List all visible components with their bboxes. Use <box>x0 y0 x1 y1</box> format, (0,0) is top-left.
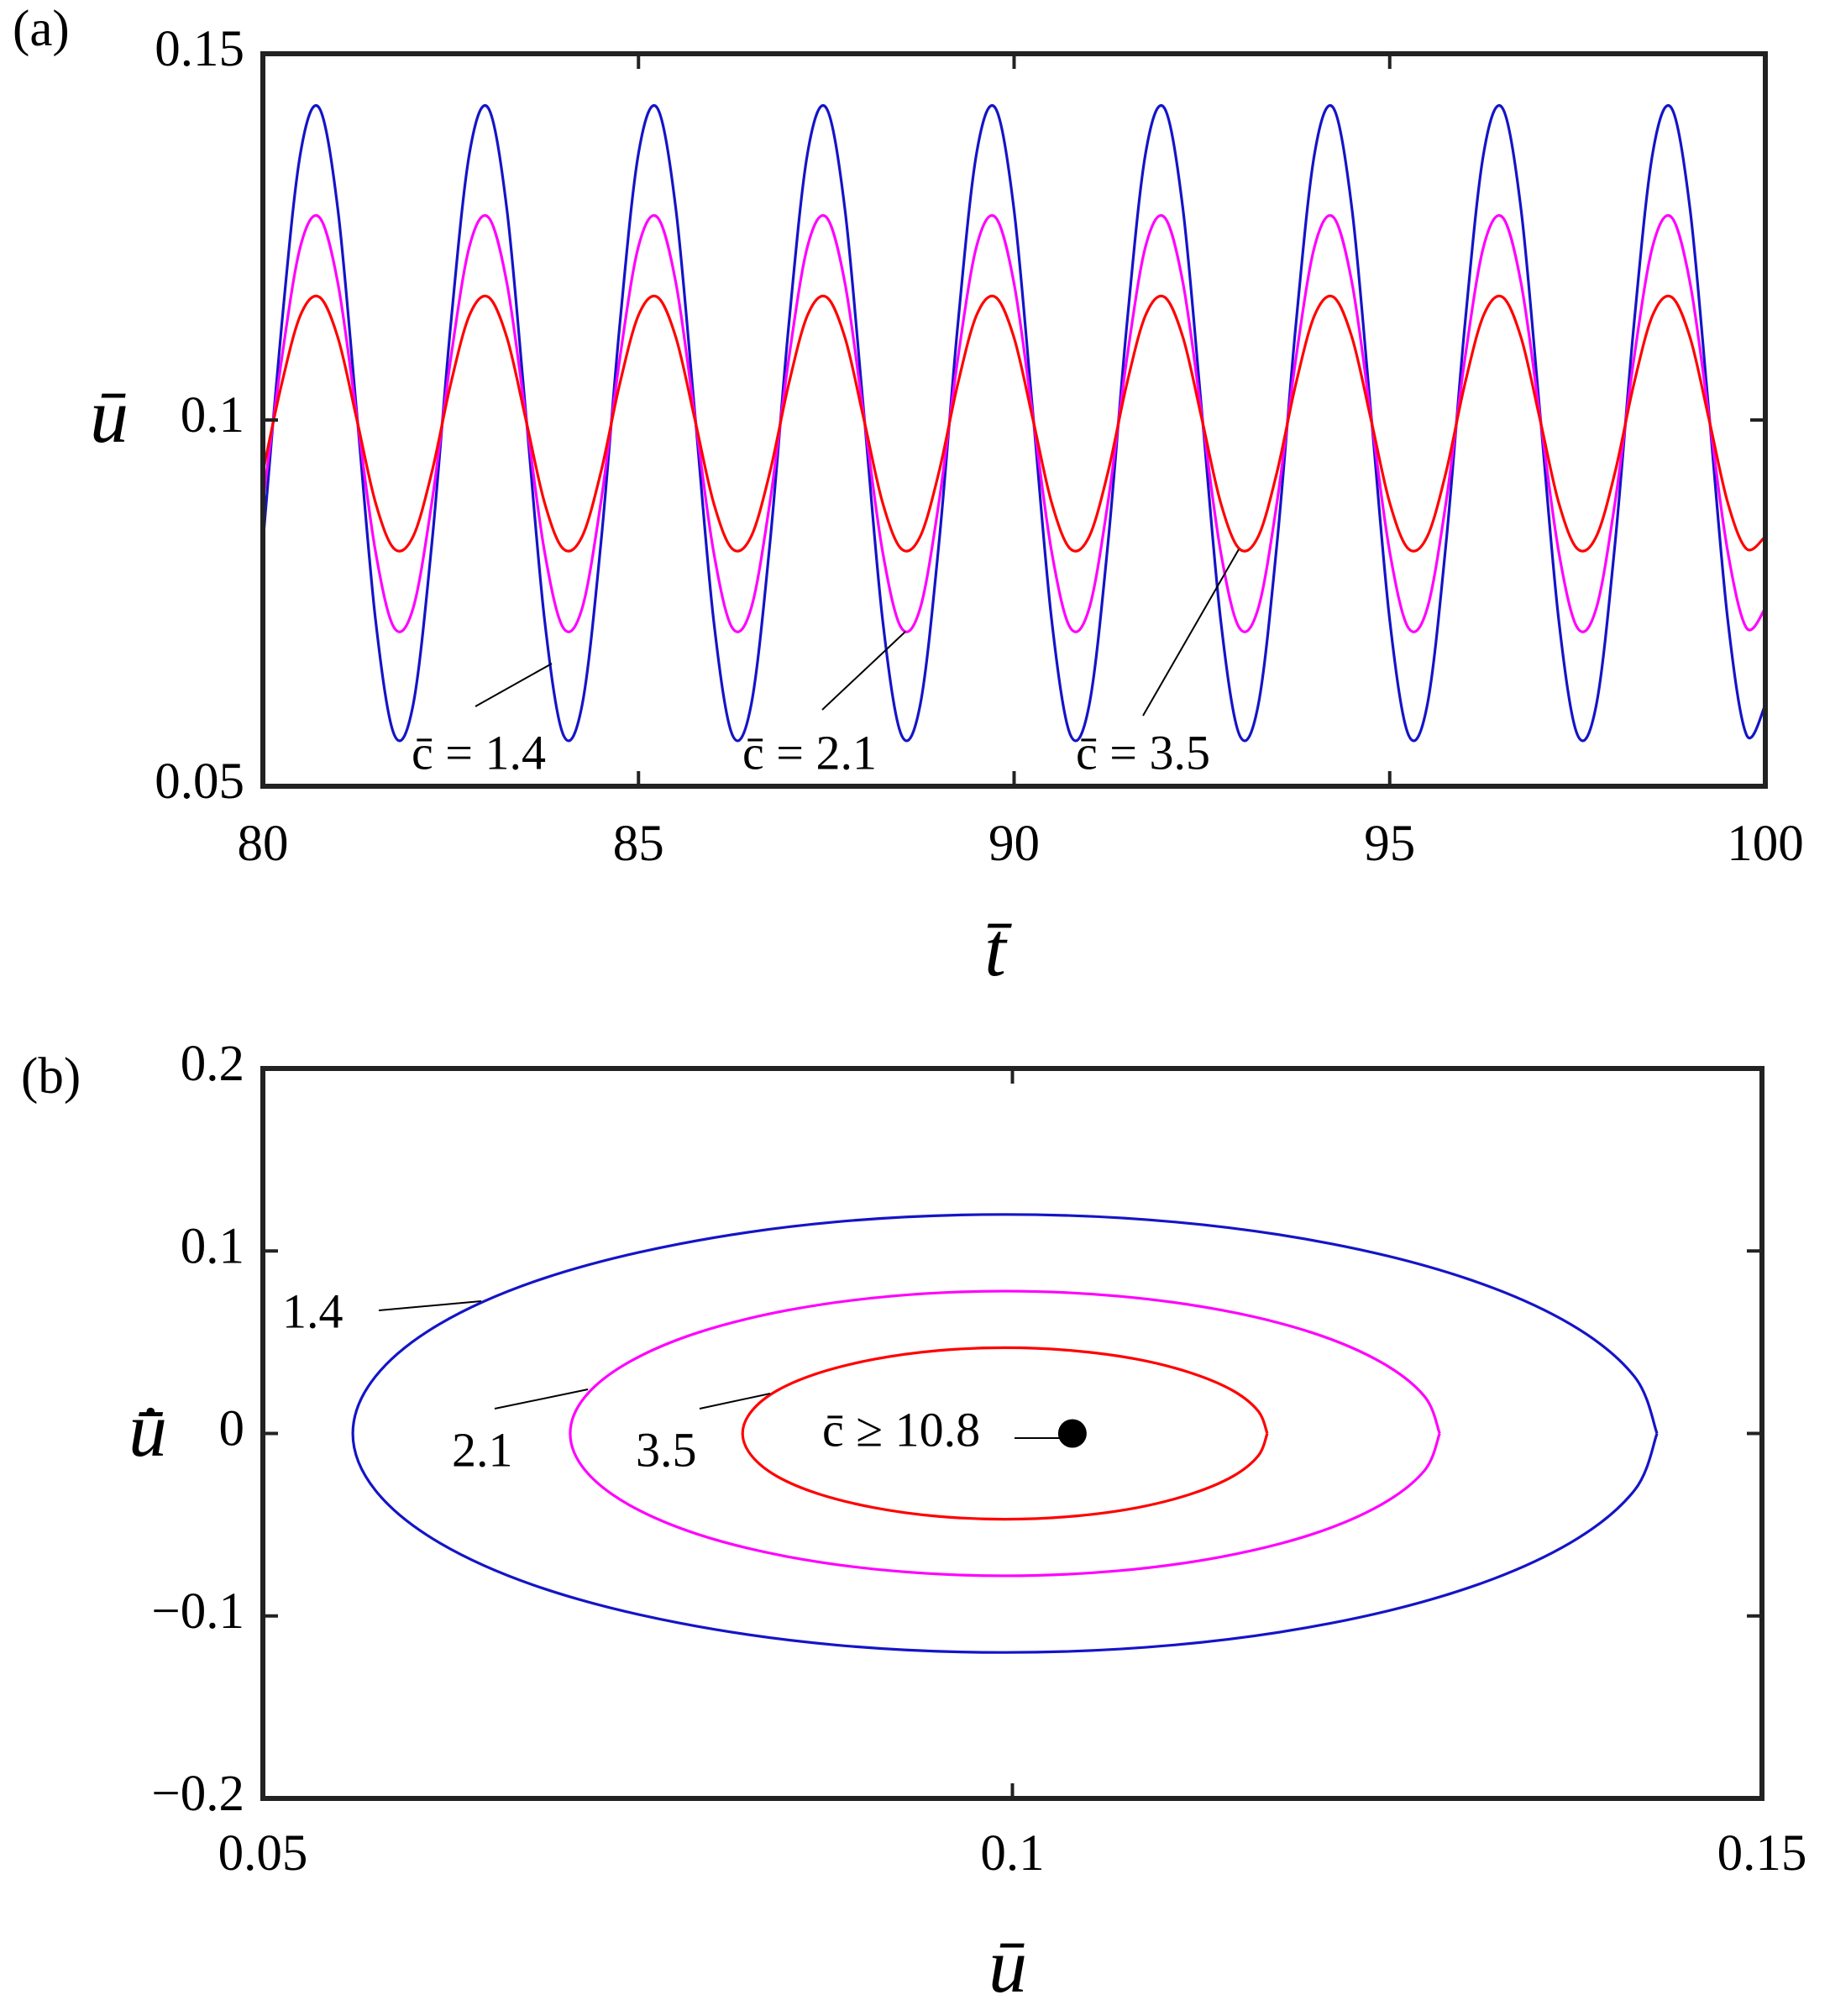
x-tick-label: 80 <box>238 816 289 872</box>
point <box>1057 1419 1087 1448</box>
y-tick-label: 0.15 <box>155 21 244 77</box>
panel-label: (a) <box>13 1 70 57</box>
series-line <box>263 294 1765 553</box>
y-tick-label: 0.05 <box>155 753 244 810</box>
annotation-leader <box>494 1389 589 1410</box>
annotation: c̄ = 3.5 <box>1076 725 1210 780</box>
series-line <box>741 1346 1269 1521</box>
series-line <box>351 1213 1659 1654</box>
annotation-leader <box>699 1393 771 1410</box>
y-tick-label: −0.1 <box>151 1583 244 1640</box>
plot-area <box>263 104 1765 743</box>
x-tick-label: 95 <box>1364 816 1415 872</box>
series-line <box>263 104 1765 743</box>
annotation-leader <box>1142 549 1240 717</box>
annotation: 1.4 <box>282 1284 343 1338</box>
x-tick-label: 85 <box>613 816 664 872</box>
annotation: 3.5 <box>636 1422 697 1477</box>
x-tick-label: 0.1 <box>980 1825 1044 1882</box>
annotation: 2.1 <box>452 1422 513 1477</box>
y-tick-label: 0.1 <box>181 1218 244 1274</box>
annotation: c̄ = 2.1 <box>742 725 877 780</box>
panel-label: (b) <box>21 1048 81 1105</box>
y-tick-label: 0 <box>219 1401 245 1457</box>
series-line <box>569 1289 1441 1578</box>
annotation: c̄ = 1.4 <box>412 725 546 780</box>
x-tick-label: 100 <box>1727 816 1804 872</box>
x-axis-label: ū <box>988 1923 1027 2008</box>
plot-area <box>351 1213 1659 1654</box>
annotation-leader <box>378 1300 482 1311</box>
series-line <box>263 214 1765 633</box>
annotation-leader <box>475 663 553 707</box>
y-tick-label: 0.1 <box>181 387 244 444</box>
annotation-leader <box>821 631 906 711</box>
x-tick-label: 90 <box>988 816 1040 872</box>
y-tick-label: −0.2 <box>151 1766 244 1822</box>
y-axis-label: u̇̄ <box>128 1387 167 1473</box>
x-tick-label: 0.15 <box>1717 1825 1807 1882</box>
plot-frame <box>260 1066 1764 1801</box>
y-tick-label: 0.2 <box>181 1036 244 1092</box>
x-tick-label: 0.05 <box>218 1825 308 1882</box>
annotation: c̄ ≥ 10.8 <box>822 1402 980 1457</box>
y-axis-label: ū <box>90 373 128 459</box>
plot-frame <box>260 51 1768 789</box>
